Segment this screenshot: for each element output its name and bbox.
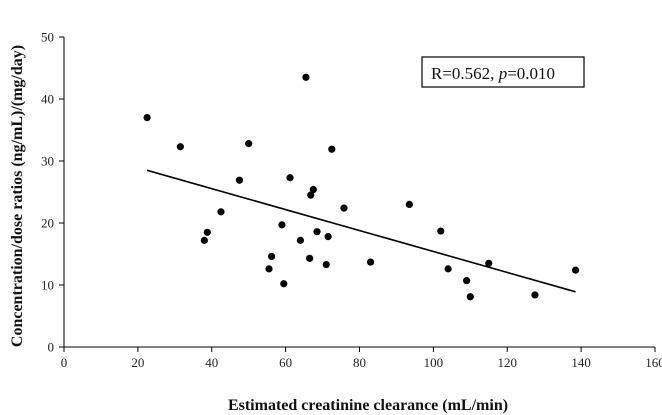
data-point <box>307 191 315 199</box>
data-point <box>485 259 493 267</box>
data-point <box>463 277 471 285</box>
data-point <box>302 73 310 81</box>
x-tick-label: 120 <box>498 355 518 370</box>
y-tick-label: 0 <box>48 340 55 355</box>
data-point <box>340 204 348 212</box>
y-tick-label: 20 <box>41 216 54 231</box>
y-tick-label: 10 <box>41 278 54 293</box>
y-tick-label: 50 <box>41 30 54 45</box>
x-tick-label: 40 <box>205 355 218 370</box>
y-tick-label: 30 <box>41 154 54 169</box>
x-tick-label: 0 <box>61 355 68 370</box>
data-point <box>235 176 244 184</box>
data-point <box>571 266 580 274</box>
x-tick-label: 80 <box>353 355 366 370</box>
data-point <box>245 140 253 148</box>
data-point <box>444 265 452 273</box>
data-point <box>143 114 151 122</box>
data-point <box>324 233 332 241</box>
x-tick-label: 140 <box>571 355 591 370</box>
trendline <box>146 169 576 293</box>
data-point <box>286 174 294 182</box>
annotation-box <box>421 56 585 88</box>
data-point <box>322 260 330 269</box>
data-point <box>309 185 317 194</box>
data-point <box>437 227 445 235</box>
annotation-text: R=0.562, p=0.010 <box>431 64 555 83</box>
data-point <box>466 293 474 301</box>
data-point <box>200 236 208 244</box>
data-point <box>176 143 184 151</box>
data-point <box>313 228 321 236</box>
data-point <box>280 280 288 288</box>
data-point <box>203 228 211 236</box>
data-points <box>143 73 580 301</box>
x-tick-label: 60 <box>279 355 292 370</box>
annotation-r-value: R=0.562, <box>431 64 499 83</box>
y-axis-ticks: 0 10 20 30 40 50 <box>41 30 64 355</box>
x-tick-label: 20 <box>131 355 144 370</box>
y-axis-title: Concentration/dose ratios (ng/mL)/(mg/da… <box>9 45 26 347</box>
data-point <box>306 254 314 262</box>
data-point <box>405 200 413 208</box>
y-tick-label: 40 <box>41 92 54 107</box>
data-point <box>296 236 304 244</box>
annotation-p-value: =0.010 <box>507 64 555 83</box>
x-tick-label: 160 <box>645 355 662 370</box>
data-point <box>267 252 276 261</box>
annotation-p-label: p <box>498 64 508 83</box>
data-point <box>278 221 286 229</box>
data-point <box>265 265 273 273</box>
axes: 0 20 40 60 80 100 120 140 160 0 10 20 30 40 50 <box>41 30 662 371</box>
x-axis-title: Estimated creatinine clearance (mL/min) <box>228 397 508 414</box>
data-point <box>531 291 539 299</box>
data-point <box>328 145 336 153</box>
x-tick-label: 100 <box>424 355 444 370</box>
data-point <box>366 258 375 266</box>
x-axis-ticks: 0 20 40 60 80 100 120 140 160 <box>61 347 662 370</box>
correlation-annotation: R=0.562, p=0.010 <box>421 56 585 88</box>
data-point <box>217 208 225 216</box>
